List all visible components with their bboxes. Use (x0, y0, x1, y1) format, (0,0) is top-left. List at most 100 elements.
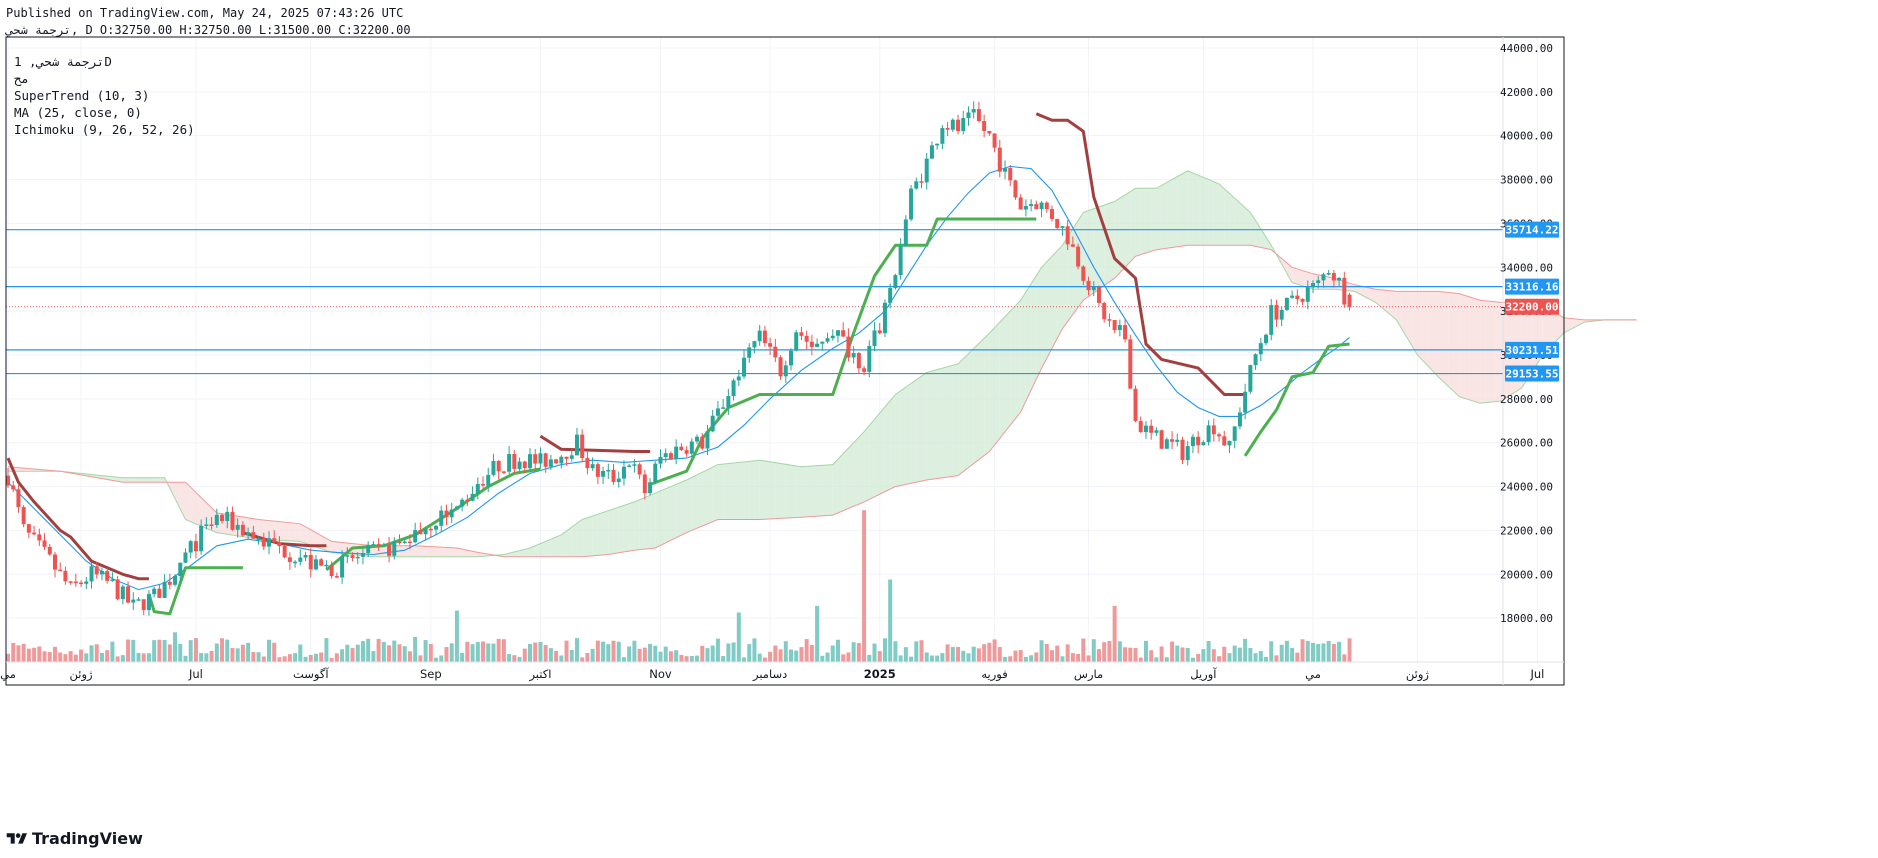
volume-bar (387, 645, 392, 662)
volume-bar (183, 655, 188, 662)
volume-bar (794, 650, 799, 662)
legend-ma[interactable]: MA (25, close, 0) (14, 105, 142, 120)
volume-bar (658, 651, 663, 662)
volume-bar (136, 653, 141, 662)
volume-bar (355, 644, 360, 662)
volume-bar (940, 653, 945, 662)
time-tick-label: فوریه (981, 667, 1007, 682)
cloud-segment (660, 488, 666, 546)
volume-bar (1086, 655, 1091, 662)
candle-body (1003, 168, 1008, 172)
volume-bar (209, 650, 214, 662)
volume-bar (757, 653, 762, 662)
candle-body (272, 538, 277, 543)
candle-body (6, 475, 10, 486)
cloud-segment (618, 505, 624, 553)
candle-body (230, 511, 235, 530)
cloud-segment (1093, 206, 1099, 293)
candle-body (867, 345, 872, 372)
volume-bar (1342, 654, 1347, 662)
cloud-segment (1443, 291, 1449, 387)
candle-body (501, 471, 506, 473)
volume-bar (721, 655, 726, 662)
candle-body (183, 552, 188, 563)
cloud-segment (415, 545, 421, 557)
volume-bar (804, 639, 809, 662)
candle-body (914, 181, 919, 189)
volume-bar (924, 652, 929, 662)
candle-body (345, 555, 350, 557)
candle-body (971, 109, 976, 113)
candle-body (1029, 204, 1034, 207)
legend-ichimoku[interactable]: Ichimoku (9, 26, 52, 26) (14, 122, 195, 137)
published-line: Published on TradingView.com, May 24, 20… (6, 6, 404, 20)
cloud-segment (462, 549, 468, 557)
cloud-segment (650, 493, 656, 549)
cloud-segment (1485, 300, 1491, 403)
cloud-segment (263, 520, 269, 540)
ohlc-line: ترجمة شحي, D O:32750.00 H:32750.00 L:315… (6, 23, 411, 37)
candle-body (110, 579, 115, 581)
volume-bar (1305, 640, 1310, 662)
cloud-segment (670, 484, 677, 541)
cloud-segment (1563, 317, 1569, 334)
candle-body (1248, 365, 1253, 392)
candle-body (1269, 305, 1274, 335)
volume-bar (1243, 638, 1248, 662)
volume-bar (423, 640, 428, 662)
cloud-segment (926, 371, 932, 480)
candle-body (89, 566, 94, 582)
tradingview-logo[interactable]: TradingView (6, 829, 143, 848)
volume-bar (63, 654, 68, 662)
supertrend-down (242, 531, 327, 548)
volume-bar (580, 657, 585, 662)
cloud-segment (1286, 262, 1293, 283)
candle-body (131, 599, 136, 603)
candle-body (298, 557, 303, 562)
candle-body (595, 464, 600, 477)
legend-supertrend[interactable]: SuperTrend (10, 3) (14, 88, 150, 103)
volume-bar (1070, 653, 1075, 662)
candle-body (929, 145, 934, 159)
volume-bar (444, 647, 449, 662)
cloud-segment (180, 482, 186, 520)
candle-body (79, 582, 84, 585)
candle-body (68, 581, 73, 583)
volume-bar (517, 656, 522, 662)
candle-body (1305, 287, 1310, 302)
volume-bar (167, 644, 172, 662)
cloud-segment (1500, 302, 1507, 402)
candle-body (1196, 436, 1201, 446)
volume-bar (1300, 639, 1305, 662)
candle-body (397, 541, 402, 544)
cloud-segment (1386, 290, 1392, 316)
volume-bar (319, 652, 324, 662)
cloud-segment (780, 463, 786, 519)
volume-bar (1029, 655, 1034, 662)
candle-body (1217, 434, 1222, 437)
volume-bar (1096, 649, 1101, 662)
candle-body (11, 485, 16, 490)
candle-body (893, 275, 898, 289)
volume-bar (1274, 655, 1279, 662)
candle-body (815, 343, 820, 347)
price-axis[interactable]: 18000.00 20000.00 22000.00 24000.00 26000.00… (1500, 42, 1553, 625)
candle-body (909, 188, 914, 220)
volume-bar (976, 648, 981, 662)
cloud-segment (827, 464, 833, 516)
cloud-segment (1438, 291, 1444, 382)
volume-bar (653, 645, 658, 662)
cloud-segment (791, 465, 797, 518)
cloud-segment (911, 379, 917, 484)
volume-bar (1206, 641, 1211, 662)
volume-bar (768, 651, 773, 662)
volume-bar (1117, 641, 1122, 662)
candle-body (1170, 439, 1175, 442)
legend-symbol[interactable]: ترجمة شحي, 1D (14, 54, 112, 69)
candle-body (768, 343, 773, 347)
candle-body (1107, 319, 1112, 321)
volume-bar (225, 639, 230, 662)
time-axis[interactable]: مي ژوئن Jul آگوست Sep اکتبر Nov دسامبر 2025 فوریه… (0, 667, 1544, 682)
volume-bar (496, 638, 501, 662)
